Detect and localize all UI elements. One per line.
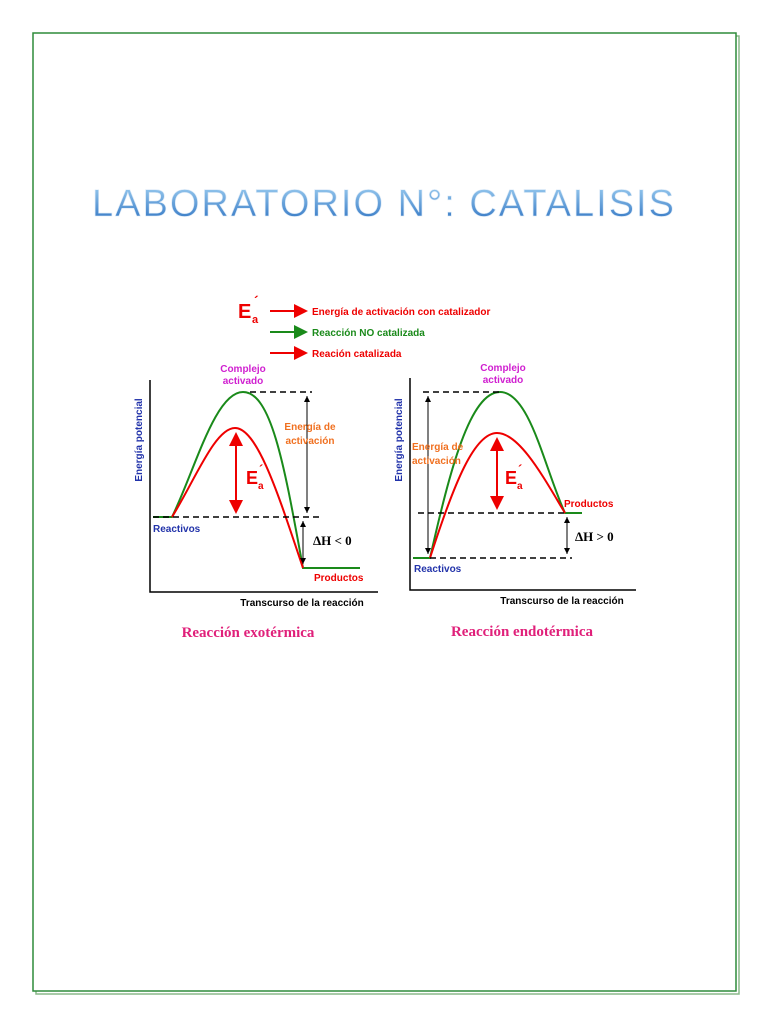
- legend-symbol-sub: a: [252, 314, 259, 326]
- page-border: [32, 32, 737, 992]
- uncatalyzed-curve: [153, 390, 360, 569]
- ea-symbol: E: [246, 468, 258, 488]
- delta-h: ΔH > 0: [575, 529, 614, 544]
- products-label: Productos: [564, 499, 614, 510]
- activation-label: activación: [286, 436, 335, 447]
- legend-item: Reación catalizada: [312, 349, 402, 360]
- legend-symbol: E: [238, 301, 251, 323]
- delta-h: ΔH < 0: [313, 533, 352, 548]
- peak-label: activado: [483, 375, 524, 386]
- catalyzed-curve: [429, 431, 566, 559]
- products-label: Productos: [314, 573, 364, 584]
- title: LABORATORIO N°: CATALISIS: [92, 183, 676, 225]
- legend-symbol-prime: ´: [254, 293, 259, 309]
- catalyzed-curve: [171, 426, 304, 569]
- caption: Reacción endotérmica: [451, 624, 594, 640]
- peak-label: Complejo: [220, 364, 266, 375]
- legend-item: Reacción NO catalizada: [312, 328, 425, 339]
- reactants-label: Reactivos: [414, 564, 462, 575]
- diagram-exothermic: Energía potencial Transcurso de la reacc…: [134, 364, 378, 641]
- reactants-label: Reactivos: [153, 524, 201, 535]
- x-axis-label: Transcurso de la reacción: [500, 596, 623, 607]
- activation-label: Energía de: [284, 422, 336, 433]
- ea-symbol: E: [505, 468, 517, 488]
- ea-sub: a: [258, 481, 264, 492]
- activation-label: activación: [412, 456, 461, 467]
- ea-prime: ´: [518, 462, 522, 477]
- legend-item: Energía de activación con catalizador: [312, 307, 491, 318]
- axes: [149, 380, 378, 593]
- ea-prime: ´: [259, 462, 263, 477]
- activation-label: Energía de: [412, 442, 464, 453]
- caption: Reacción exotérmica: [182, 625, 315, 641]
- ea-sub: a: [517, 481, 523, 492]
- axes: [409, 378, 636, 591]
- x-axis-label: Transcurso de la reacción: [240, 598, 363, 609]
- peak-label: activado: [223, 376, 264, 387]
- y-axis-label: Energía potencial: [134, 398, 145, 482]
- uncatalyzed-curve: [413, 390, 582, 559]
- y-axis-label: Energía potencial: [394, 398, 405, 482]
- peak-label: Complejo: [480, 363, 526, 374]
- diagram-endothermic: Energía potencial Transcurso de la reacc…: [394, 363, 636, 640]
